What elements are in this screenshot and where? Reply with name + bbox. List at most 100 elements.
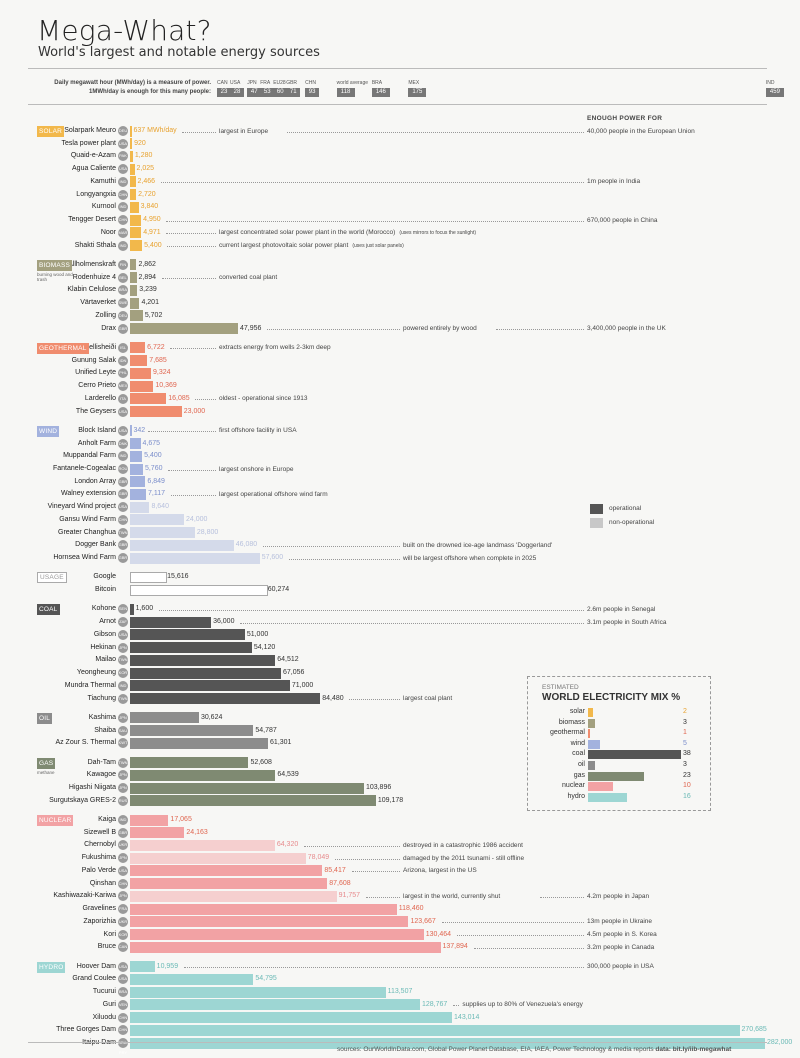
leader-line xyxy=(441,922,584,924)
value-bar xyxy=(130,214,142,226)
row-label: Sizewell B xyxy=(83,828,116,836)
row-label: Tiachung xyxy=(87,694,116,702)
country-code-badge: TWN xyxy=(118,527,128,538)
row-label: Tesla power plant xyxy=(61,139,116,147)
value-bar xyxy=(130,603,134,615)
value-label: 84,480 xyxy=(322,694,344,702)
category-tag-oil: OIL xyxy=(37,712,53,724)
leader-line xyxy=(167,246,216,248)
row-label: Yeongheung xyxy=(76,669,116,677)
row-label: Qinshan xyxy=(89,879,116,887)
row-label: Larderello xyxy=(84,394,116,402)
row-label: Klabin Celulose xyxy=(67,286,116,294)
country-code-badge: BRA-PRY xyxy=(118,1038,128,1055)
mix-label: oil xyxy=(577,761,585,768)
value-label: 24,163 xyxy=(186,828,208,836)
value-label: 71,000 xyxy=(291,681,314,689)
value-bar xyxy=(130,571,168,583)
value-label: 8,640 xyxy=(151,503,169,511)
data-link[interactable]: data: bit.ly/iib-megawhat xyxy=(655,1046,732,1053)
header-divider xyxy=(28,68,767,69)
country-code-badge: IND xyxy=(118,815,128,825)
value-label: 6,849 xyxy=(147,477,165,485)
page-subtitle: World's largest and notable energy sourc… xyxy=(38,45,320,60)
value-label: 2,025 xyxy=(136,165,155,173)
value-label: 15,616 xyxy=(167,573,189,581)
country-code-badge: SEN xyxy=(118,604,128,615)
value-label: 57,600 xyxy=(261,554,284,562)
mix-value: 23 xyxy=(683,771,691,779)
country-code-badge: PHL xyxy=(118,368,128,379)
country-value: 459 xyxy=(765,88,784,97)
country-code-badge: DEU xyxy=(118,126,128,136)
value-label: 113,507 xyxy=(387,988,413,996)
country-code-badge: ROU xyxy=(118,464,128,474)
mix-bar xyxy=(588,718,596,728)
row-label: Allholmenskraft xyxy=(68,260,116,268)
value-label: 67,056 xyxy=(282,669,305,677)
annotation: will be largest offshore when complete i… xyxy=(400,554,540,562)
value-label: 4,675 xyxy=(142,439,161,447)
country-code-badge: IND xyxy=(118,202,128,213)
row-label: Hornsea Wind Farm xyxy=(53,554,116,562)
mix-bar xyxy=(588,708,593,717)
row-label: Bruce xyxy=(97,943,116,951)
mix-label: biomass xyxy=(558,718,585,726)
people-equivalent: 4.2m people in Japan xyxy=(587,892,650,900)
country-code-badge: BRA xyxy=(118,285,128,296)
row-label: London Array xyxy=(74,477,116,485)
page-title: Mega-What? xyxy=(37,14,212,47)
category-tag-biomass: BIOMASS xyxy=(37,259,73,271)
value-label: 342 xyxy=(133,426,146,434)
country-code-badge: GBR xyxy=(118,489,128,500)
row-label: Vineyard Wind project xyxy=(47,503,116,511)
country-code-badge: IND xyxy=(118,680,128,691)
value-label: 3,239 xyxy=(139,286,157,294)
row-label: Zolling xyxy=(95,311,116,319)
row-label: Hekinan xyxy=(90,643,116,651)
country-code: FRA xyxy=(260,80,271,86)
value-bar xyxy=(130,782,364,794)
value-bar xyxy=(130,501,150,513)
row-label: Gansu Wind Farm xyxy=(59,515,116,523)
leader-line xyxy=(166,233,216,235)
value-bar xyxy=(130,380,154,392)
value-label: 103,896 xyxy=(365,784,392,792)
category-subtitle-gas: methane xyxy=(37,769,55,775)
country-code: BRA xyxy=(371,80,383,86)
leader-line xyxy=(267,329,400,331)
value-bar xyxy=(130,552,260,564)
value-bar xyxy=(130,757,249,769)
value-label: 637 MWh/day xyxy=(133,127,177,134)
row-label: Hellisheiði xyxy=(84,343,116,351)
people-equivalent: 3,400,000 people in the UK xyxy=(587,325,666,333)
value-label: 5,400 xyxy=(144,241,162,249)
value-bar xyxy=(130,667,281,679)
people-equivalent: 1m people in India xyxy=(587,178,641,186)
value-bar xyxy=(130,393,167,405)
row-label: Zaporizhia xyxy=(83,917,116,925)
value-bar xyxy=(130,827,185,839)
country-code-badge: BEL xyxy=(118,272,128,283)
value-bar xyxy=(130,259,137,271)
row-label: Kashiwazaki-Kariwa xyxy=(53,892,116,900)
mix-bar xyxy=(588,792,628,802)
mix-value: 16 xyxy=(683,792,691,800)
mix-bar xyxy=(588,729,591,739)
row-label: Fantanele-Cogealac xyxy=(52,465,116,472)
annotation: oldest - operational since 1913 xyxy=(216,395,311,403)
value-label: 2,466 xyxy=(137,177,156,185)
value-bar xyxy=(130,367,151,379)
country-code: USA xyxy=(230,80,241,86)
value-label: 9,324 xyxy=(152,369,171,377)
country-value: 23 xyxy=(217,88,231,97)
row-label: Greater Changhua xyxy=(58,528,116,536)
value-label: 64,320 xyxy=(276,841,299,849)
row-label: Kamuthi xyxy=(90,177,116,185)
row-label: Quaid-e-Azam xyxy=(70,152,116,160)
mix-subtitle: ESTIMATED xyxy=(542,684,579,691)
people-equivalent: 4.5m people in S. Korea xyxy=(587,931,657,939)
value-bar xyxy=(130,737,269,749)
value-bar xyxy=(130,693,321,705)
annotation: converted coal plant xyxy=(216,274,281,282)
